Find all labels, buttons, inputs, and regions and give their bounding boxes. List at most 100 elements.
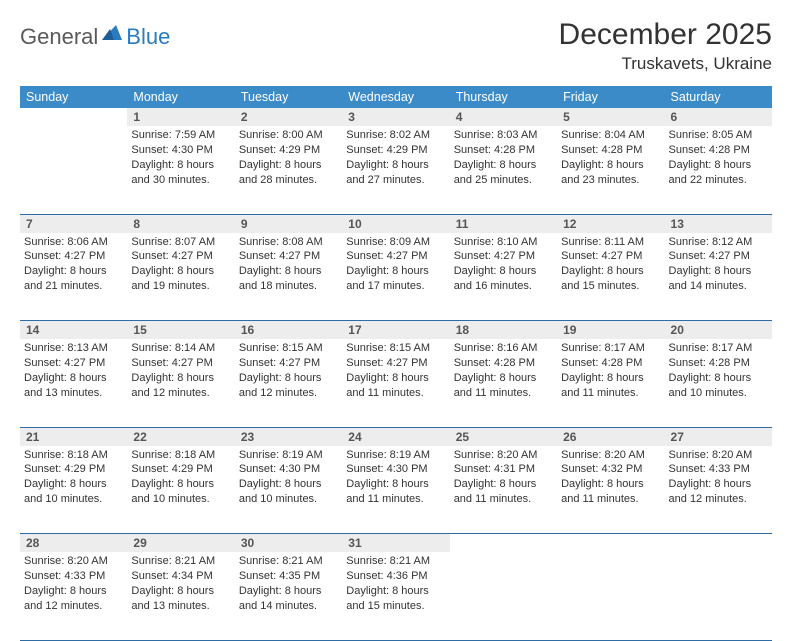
day-number: 7 — [20, 214, 127, 233]
day-number: 6 — [665, 108, 772, 126]
day-cell: Sunrise: 8:06 AMSunset: 4:27 PMDaylight:… — [20, 233, 127, 321]
day-number: 18 — [450, 321, 557, 340]
day-cell: Sunrise: 8:21 AMSunset: 4:36 PMDaylight:… — [342, 552, 449, 640]
day-info: Sunrise: 7:59 AMSunset: 4:30 PMDaylight:… — [131, 126, 230, 187]
day-number: 12 — [557, 214, 664, 233]
day-info: Sunrise: 8:13 AMSunset: 4:27 PMDaylight:… — [24, 339, 123, 400]
title-block: December 2025 Truskavets, Ukraine — [559, 18, 772, 74]
day-number: 14 — [20, 321, 127, 340]
daynum-row: 21222324252627 — [20, 427, 772, 446]
day-number: 28 — [20, 534, 127, 553]
day-info: Sunrise: 8:09 AMSunset: 4:27 PMDaylight:… — [346, 233, 445, 294]
info-row: Sunrise: 8:18 AMSunset: 4:29 PMDaylight:… — [20, 446, 772, 534]
info-row: Sunrise: 8:06 AMSunset: 4:27 PMDaylight:… — [20, 233, 772, 321]
day-cell: Sunrise: 8:15 AMSunset: 4:27 PMDaylight:… — [235, 339, 342, 427]
day-number: 19 — [557, 321, 664, 340]
location: Truskavets, Ukraine — [559, 54, 772, 74]
day-header: Friday — [557, 86, 664, 108]
day-header: Sunday — [20, 86, 127, 108]
day-cell: Sunrise: 8:18 AMSunset: 4:29 PMDaylight:… — [127, 446, 234, 534]
day-info: Sunrise: 8:15 AMSunset: 4:27 PMDaylight:… — [346, 339, 445, 400]
day-info: Sunrise: 8:03 AMSunset: 4:28 PMDaylight:… — [454, 126, 553, 187]
day-header: Wednesday — [342, 86, 449, 108]
day-number: 31 — [342, 534, 449, 553]
day-header: Monday — [127, 86, 234, 108]
day-cell: Sunrise: 8:19 AMSunset: 4:30 PMDaylight:… — [235, 446, 342, 534]
day-number: 20 — [665, 321, 772, 340]
day-cell — [20, 126, 127, 214]
info-row: Sunrise: 8:20 AMSunset: 4:33 PMDaylight:… — [20, 552, 772, 640]
day-number: 29 — [127, 534, 234, 553]
day-number: 17 — [342, 321, 449, 340]
day-number — [665, 534, 772, 553]
logo-text-blue: Blue — [126, 24, 170, 50]
day-number: 5 — [557, 108, 664, 126]
day-cell: Sunrise: 7:59 AMSunset: 4:30 PMDaylight:… — [127, 126, 234, 214]
day-info: Sunrise: 8:17 AMSunset: 4:28 PMDaylight:… — [561, 339, 660, 400]
day-number: 4 — [450, 108, 557, 126]
header: General Blue December 2025 Truskavets, U… — [20, 18, 772, 74]
day-info: Sunrise: 8:18 AMSunset: 4:29 PMDaylight:… — [131, 446, 230, 507]
day-number: 24 — [342, 427, 449, 446]
logo-text-general: General — [20, 24, 98, 50]
day-number — [450, 534, 557, 553]
day-header: Saturday — [665, 86, 772, 108]
day-cell: Sunrise: 8:17 AMSunset: 4:28 PMDaylight:… — [557, 339, 664, 427]
day-info: Sunrise: 8:08 AMSunset: 4:27 PMDaylight:… — [239, 233, 338, 294]
day-cell: Sunrise: 8:04 AMSunset: 4:28 PMDaylight:… — [557, 126, 664, 214]
month-title: December 2025 — [559, 18, 772, 52]
day-info: Sunrise: 8:19 AMSunset: 4:30 PMDaylight:… — [346, 446, 445, 507]
day-number: 23 — [235, 427, 342, 446]
day-number: 9 — [235, 214, 342, 233]
day-info: Sunrise: 8:19 AMSunset: 4:30 PMDaylight:… — [239, 446, 338, 507]
logo-sail-icon — [102, 23, 124, 46]
day-number: 21 — [20, 427, 127, 446]
day-cell: Sunrise: 8:02 AMSunset: 4:29 PMDaylight:… — [342, 126, 449, 214]
day-info: Sunrise: 8:06 AMSunset: 4:27 PMDaylight:… — [24, 233, 123, 294]
day-header: Tuesday — [235, 86, 342, 108]
day-number: 16 — [235, 321, 342, 340]
day-info: Sunrise: 8:00 AMSunset: 4:29 PMDaylight:… — [239, 126, 338, 187]
day-number: 27 — [665, 427, 772, 446]
day-cell: Sunrise: 8:15 AMSunset: 4:27 PMDaylight:… — [342, 339, 449, 427]
day-cell — [450, 552, 557, 640]
day-info: Sunrise: 8:11 AMSunset: 4:27 PMDaylight:… — [561, 233, 660, 294]
day-info: Sunrise: 8:05 AMSunset: 4:28 PMDaylight:… — [669, 126, 768, 187]
day-info: Sunrise: 8:17 AMSunset: 4:28 PMDaylight:… — [669, 339, 768, 400]
day-info: Sunrise: 8:14 AMSunset: 4:27 PMDaylight:… — [131, 339, 230, 400]
day-cell: Sunrise: 8:20 AMSunset: 4:32 PMDaylight:… — [557, 446, 664, 534]
day-cell — [557, 552, 664, 640]
day-cell: Sunrise: 8:12 AMSunset: 4:27 PMDaylight:… — [665, 233, 772, 321]
day-number: 2 — [235, 108, 342, 126]
day-cell: Sunrise: 8:03 AMSunset: 4:28 PMDaylight:… — [450, 126, 557, 214]
day-cell: Sunrise: 8:05 AMSunset: 4:28 PMDaylight:… — [665, 126, 772, 214]
day-header: Thursday — [450, 86, 557, 108]
logo: General Blue — [20, 24, 170, 50]
calendar-table: SundayMondayTuesdayWednesdayThursdayFrid… — [20, 86, 772, 641]
info-row: Sunrise: 7:59 AMSunset: 4:30 PMDaylight:… — [20, 126, 772, 214]
day-cell: Sunrise: 8:14 AMSunset: 4:27 PMDaylight:… — [127, 339, 234, 427]
day-cell: Sunrise: 8:20 AMSunset: 4:31 PMDaylight:… — [450, 446, 557, 534]
day-cell: Sunrise: 8:08 AMSunset: 4:27 PMDaylight:… — [235, 233, 342, 321]
day-info: Sunrise: 8:20 AMSunset: 4:33 PMDaylight:… — [669, 446, 768, 507]
day-number: 22 — [127, 427, 234, 446]
day-cell: Sunrise: 8:21 AMSunset: 4:35 PMDaylight:… — [235, 552, 342, 640]
day-cell: Sunrise: 8:00 AMSunset: 4:29 PMDaylight:… — [235, 126, 342, 214]
day-number: 10 — [342, 214, 449, 233]
day-number: 25 — [450, 427, 557, 446]
day-info: Sunrise: 8:10 AMSunset: 4:27 PMDaylight:… — [454, 233, 553, 294]
day-number — [557, 534, 664, 553]
daynum-row: 14151617181920 — [20, 321, 772, 340]
day-info: Sunrise: 8:20 AMSunset: 4:32 PMDaylight:… — [561, 446, 660, 507]
day-cell: Sunrise: 8:10 AMSunset: 4:27 PMDaylight:… — [450, 233, 557, 321]
day-info: Sunrise: 8:12 AMSunset: 4:27 PMDaylight:… — [669, 233, 768, 294]
day-number: 1 — [127, 108, 234, 126]
day-info: Sunrise: 8:04 AMSunset: 4:28 PMDaylight:… — [561, 126, 660, 187]
day-number: 3 — [342, 108, 449, 126]
daynum-row: 78910111213 — [20, 214, 772, 233]
day-cell: Sunrise: 8:17 AMSunset: 4:28 PMDaylight:… — [665, 339, 772, 427]
day-number: 13 — [665, 214, 772, 233]
day-number: 11 — [450, 214, 557, 233]
day-number: 15 — [127, 321, 234, 340]
info-row: Sunrise: 8:13 AMSunset: 4:27 PMDaylight:… — [20, 339, 772, 427]
